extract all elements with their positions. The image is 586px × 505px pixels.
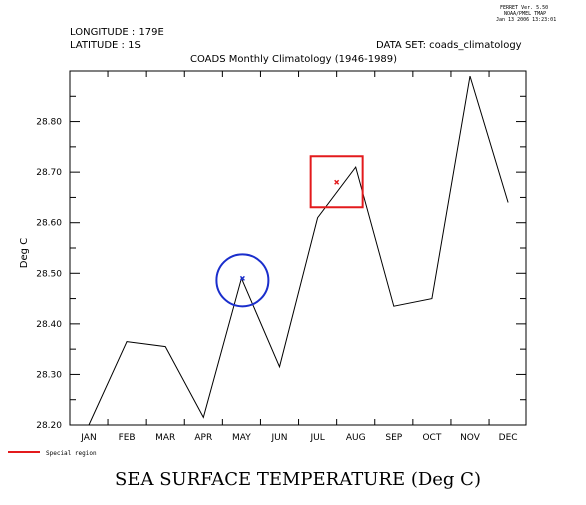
ferret-timestamp: Jan 13 2006 13:23:01 bbox=[496, 17, 556, 23]
y-tick-label: 28.30 bbox=[36, 370, 62, 380]
x-tick-label: SEP bbox=[385, 433, 402, 443]
x-tick-label: NOV bbox=[460, 433, 481, 443]
chart-title: SEA SURFACE TEMPERATURE (Deg C) bbox=[115, 469, 481, 490]
plot-frame bbox=[69, 70, 527, 426]
axis-ticks bbox=[70, 70, 526, 426]
x-tick-label: APR bbox=[194, 433, 212, 443]
ferret-version: FERRET Ver. 5.50 bbox=[500, 5, 548, 11]
y-tick-label: 28.20 bbox=[36, 421, 62, 431]
blue-star-point bbox=[239, 275, 245, 281]
latitude-label: LATITUDE : 1S bbox=[70, 40, 141, 51]
series-line-group bbox=[88, 75, 509, 426]
x-tick-labels: JAN FEB MAR APR MAY JUN JUL AUG SEP OCT NOV DEC bbox=[80, 433, 517, 443]
y-axis-label: Deg C bbox=[19, 238, 30, 268]
x-tick-label: OCT bbox=[422, 433, 441, 443]
x-tick-label: AUG bbox=[346, 433, 366, 443]
x-tick-label: MAR bbox=[155, 433, 175, 443]
blue-circle-marker bbox=[215, 253, 270, 308]
x-tick-label: JUN bbox=[271, 433, 288, 443]
y-tick-label: 28.70 bbox=[36, 168, 62, 178]
dataset-label: DATA SET: coads_climatology bbox=[376, 40, 522, 51]
annotation-markers bbox=[215, 155, 364, 308]
x-tick-label: FEB bbox=[119, 433, 136, 443]
x-tick-label: JUL bbox=[309, 433, 324, 443]
y-tick-label: 28.40 bbox=[36, 320, 62, 330]
red-square-marker bbox=[309, 155, 364, 209]
chart-subtitle: COADS Monthly Climatology (1946-1989) bbox=[190, 54, 397, 65]
sst-series-line bbox=[88, 75, 509, 426]
y-tick-labels: 28.20 28.30 28.40 28.50 28.60 28.70 28.80 bbox=[36, 118, 62, 431]
y-tick-label: 28.80 bbox=[36, 118, 62, 128]
x-tick-label: MAY bbox=[232, 433, 251, 443]
ferret-org: NOAA/PMEL TMAP bbox=[504, 11, 546, 17]
red-star-point bbox=[334, 179, 340, 185]
x-tick-label: JAN bbox=[80, 433, 96, 443]
longitude-label: LONGITUDE : 179E bbox=[70, 27, 164, 38]
y-tick-label: 28.50 bbox=[36, 269, 62, 279]
x-tick-label: DEC bbox=[499, 433, 518, 443]
y-tick-label: 28.60 bbox=[36, 219, 62, 229]
legend-label: Special region bbox=[46, 450, 97, 457]
